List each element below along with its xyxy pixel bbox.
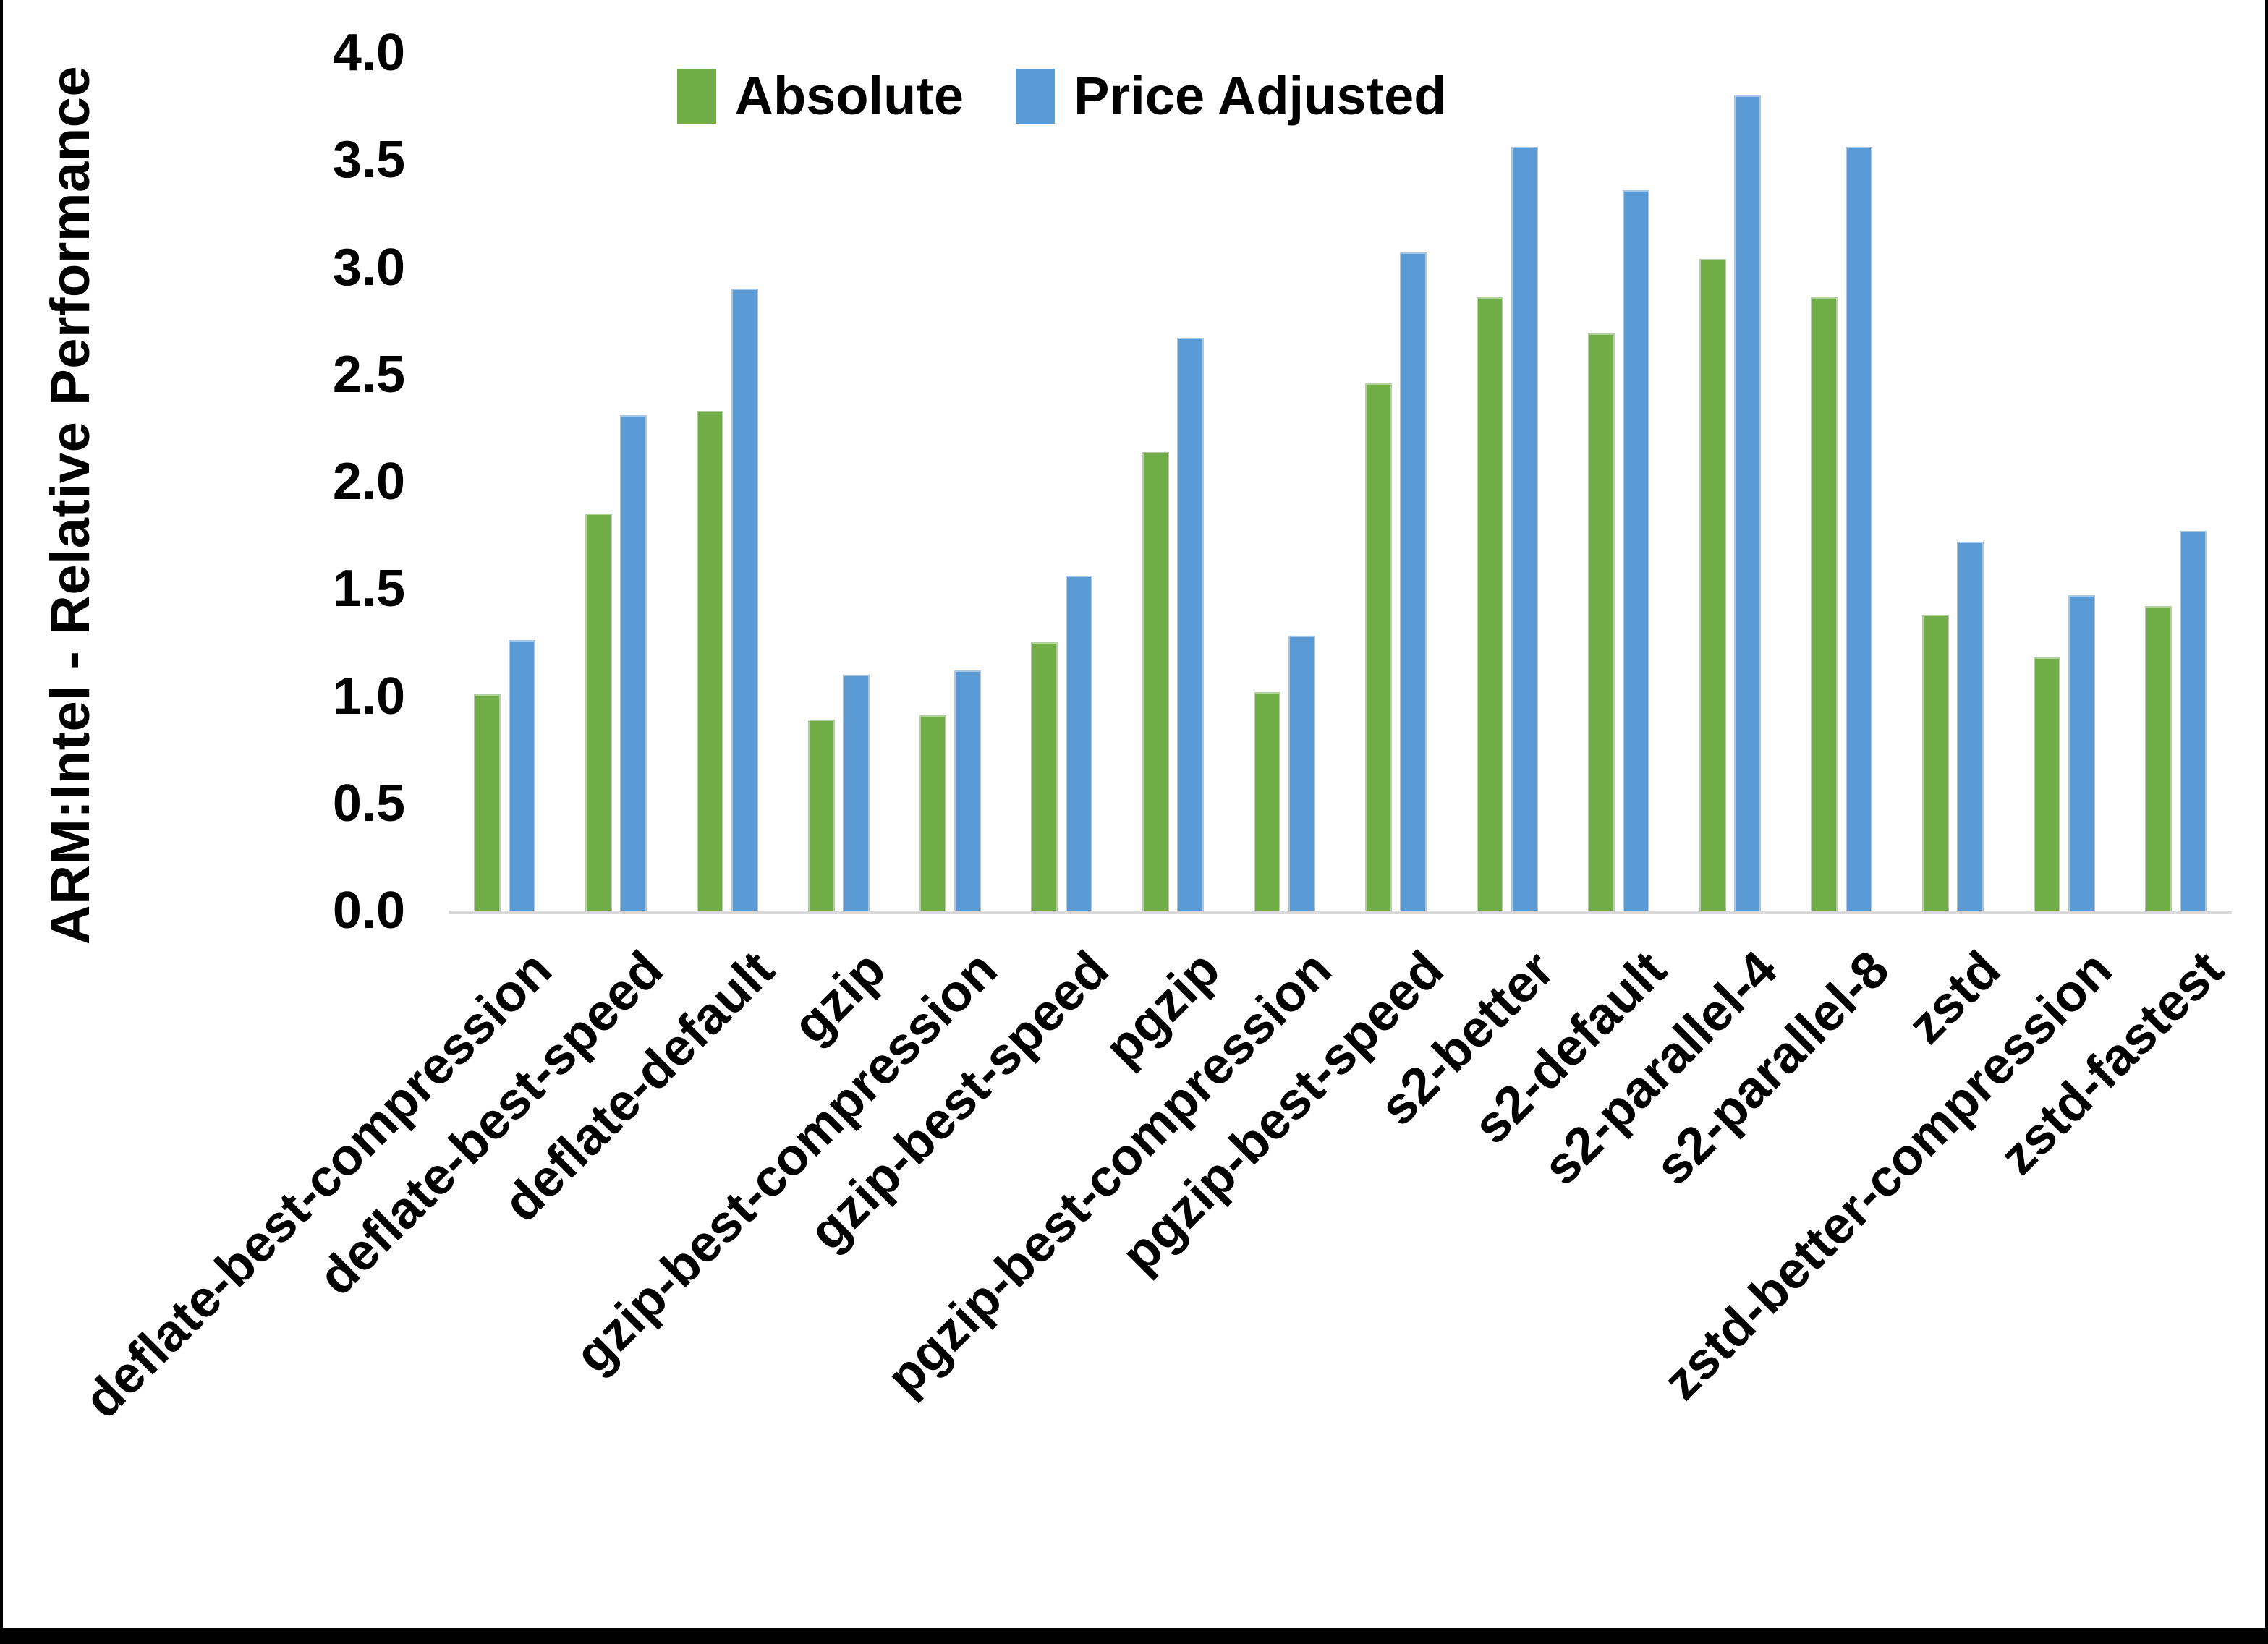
bar-price-adjusted-zstd-fastest [2180, 531, 2207, 911]
bar-absolute-s2-parallel-4 [1699, 258, 1727, 911]
frame-bottom-edge [0, 1628, 2268, 1644]
y-tick-2-0: 2.0 [332, 453, 405, 511]
bar-group-pgzip-best-speed [1341, 53, 1452, 911]
bar-price-adjusted-gzip-best-compression [954, 670, 981, 911]
bar-group-deflate-best-speed [560, 53, 671, 911]
bar-price-adjusted-s2-parallel-4 [1734, 95, 1762, 911]
bar-absolute-s2-better [1477, 297, 1504, 911]
bar-price-adjusted-gzip [842, 674, 870, 911]
bar-price-adjusted-zstd [1957, 542, 1984, 911]
bar-absolute-s2-default [1588, 333, 1615, 911]
y-tick-3-5: 3.5 [332, 131, 405, 189]
y-tick-1-5: 1.5 [332, 560, 405, 618]
bar-absolute-gzip-best-speed [1030, 642, 1058, 911]
bar-absolute-deflate-best-compression [473, 694, 501, 911]
bar-group-deflate-best-compression [449, 53, 560, 911]
plot-area [449, 53, 2232, 914]
y-axis-title: ARM:Intel - Relative Performance [40, 65, 102, 945]
bar-price-adjusted-deflate-best-compression [508, 640, 535, 911]
bar-group-zstd [1898, 53, 2009, 911]
bar-group-gzip-best-speed [1006, 53, 1117, 911]
bar-price-adjusted-pgzip-best-compression [1288, 636, 1315, 911]
x-axis-category-labels: deflate-best-compression deflate-best-spe… [73, 940, 2234, 1578]
bar-group-s2-parallel-8 [1786, 53, 1898, 911]
bar-absolute-deflate-best-speed [585, 514, 612, 911]
bar-group-s2-better [1452, 53, 1563, 911]
bar-absolute-zstd-fastest [2145, 605, 2173, 911]
bar-price-adjusted-pgzip-best-speed [1400, 252, 1427, 911]
bar-price-adjusted-s2-better [1511, 147, 1539, 911]
bar-group-deflate-default [671, 53, 783, 911]
bar-group-gzip-best-compression [894, 53, 1006, 911]
y-tick-4-0: 4.0 [332, 24, 405, 82]
bar-absolute-s2-parallel-8 [1811, 297, 1838, 911]
bar-group-zstd-fastest [2120, 53, 2232, 911]
bar-group-s2-parallel-4 [1675, 53, 1786, 911]
bar-absolute-zstd [1922, 614, 1950, 911]
y-tick-2-5: 2.5 [332, 345, 405, 404]
y-tick-1-0: 1.0 [332, 667, 405, 725]
bar-absolute-deflate-default [696, 411, 723, 911]
x-label-deflate-best-compression: deflate-best-compression [73, 940, 563, 1430]
bar-group-zstd-better-compression [2009, 53, 2120, 911]
y-axis-tick-labels: 0.0 0.5 1.0 1.5 2.0 2.5 3.0 3.5 4.0 [174, 27, 405, 937]
bar-group-pgzip-best-compression [1228, 53, 1340, 911]
bar-group-pgzip [1117, 53, 1228, 911]
y-tick-3-0: 3.0 [332, 238, 405, 297]
bar-absolute-pgzip-best-compression [1253, 691, 1280, 911]
y-tick-0-0: 0.0 [332, 882, 405, 940]
y-axis-title-box: ARM:Intel - Relative Performance [13, 53, 129, 957]
bar-price-adjusted-s2-default [1623, 189, 1650, 911]
bar-price-adjusted-deflate-default [731, 289, 758, 911]
bar-absolute-gzip-best-compression [919, 715, 946, 911]
bar-group-gzip [783, 53, 894, 911]
bar-absolute-gzip [807, 720, 835, 911]
bar-group-s2-default [1563, 53, 1675, 911]
bar-price-adjusted-gzip-best-speed [1065, 576, 1092, 911]
frame-right-edge [2265, 0, 2268, 1644]
bar-absolute-pgzip [1142, 451, 1169, 911]
bar-price-adjusted-deflate-best-speed [619, 415, 647, 911]
bar-price-adjusted-pgzip [1176, 338, 1204, 911]
y-tick-0-5: 0.5 [332, 774, 405, 832]
bar-absolute-zstd-better-compression [2034, 657, 2061, 911]
bar-price-adjusted-zstd-better-compression [2068, 595, 2096, 911]
bar-price-adjusted-s2-parallel-8 [1846, 147, 1873, 911]
frame-left-edge [0, 0, 3, 1644]
bar-absolute-pgzip-best-speed [1365, 383, 1393, 911]
